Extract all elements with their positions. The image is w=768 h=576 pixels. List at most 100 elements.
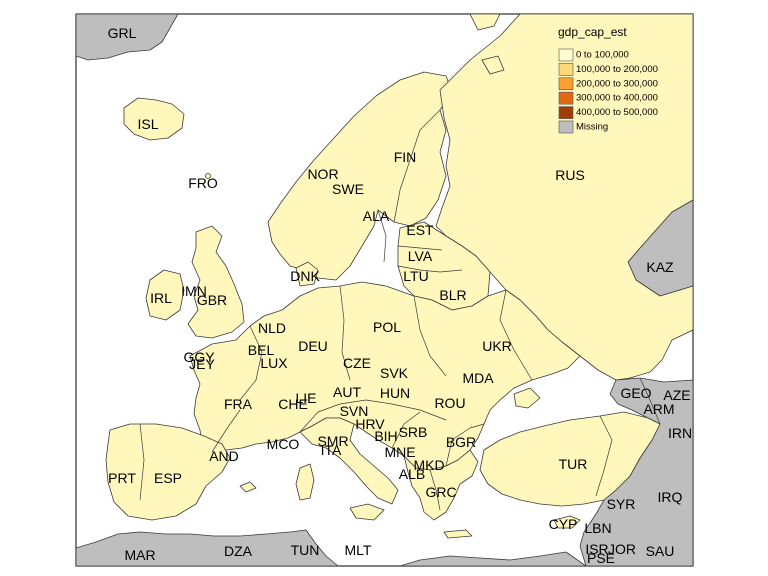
country-label-alb: ALB: [399, 466, 425, 482]
region-islands-n2: [481, 55, 505, 75]
country-label-deu: DEU: [298, 338, 328, 354]
region-rus: [435, 14, 693, 381]
country-label-svn: SVN: [340, 403, 369, 419]
country-label-irq: IRQ: [658, 489, 683, 505]
legend-swatch-0: [558, 48, 574, 62]
country-label-geo: GEO: [620, 385, 651, 401]
legend-label-5: Missing: [576, 122, 608, 133]
country-label-mco: MCO: [267, 436, 300, 452]
country-label-nld: NLD: [258, 320, 286, 336]
legend-label-0: 0 to 100,000: [576, 50, 629, 61]
legend-swatch-5: [558, 120, 574, 134]
country-label-srb: SRB: [399, 424, 428, 440]
country-label-bih: BIH: [374, 428, 397, 444]
region-irl: [145, 269, 185, 321]
legend-label-4: 400,000 to 500,000: [576, 107, 658, 118]
country-label-lva: LVA: [408, 248, 433, 264]
country-label-che: CHE: [278, 396, 308, 412]
country-label-cyp: CYP: [549, 516, 578, 532]
country-label-mlt: MLT: [345, 542, 372, 558]
region-gbr: [187, 225, 245, 339]
country-label-mar: MAR: [124, 547, 155, 563]
country-label-jey: JEY: [189, 356, 215, 372]
country-label-syr: SYR: [607, 496, 636, 512]
country-label-pol: POL: [373, 319, 401, 335]
country-label-arm: ARM: [643, 401, 674, 417]
country-label-rou: ROU: [434, 395, 465, 411]
region-sardinia: [295, 463, 315, 501]
legend: gdp_cap_est 0 to 100,000 100,000 to 200,0…: [558, 25, 658, 134]
country-label-ukr: UKR: [482, 338, 512, 354]
country-label-pse: PSE: [587, 550, 615, 566]
country-label-tun: TUN: [291, 542, 320, 558]
legend-title: gdp_cap_est: [558, 25, 627, 39]
country-label-cze: CZE: [343, 355, 371, 371]
country-label-swe: SWE: [332, 181, 364, 197]
country-label-mne: MNE: [384, 444, 415, 460]
country-label-blr: BLR: [439, 287, 466, 303]
country-label-prt: PRT: [108, 470, 136, 486]
country-label-lie: LIE: [295, 390, 316, 406]
region-africa: [76, 529, 339, 566]
region-sicily: [349, 503, 385, 521]
country-label-fra: FRA: [224, 396, 253, 412]
country-label-irl: IRL: [150, 290, 172, 306]
country-label-gbr: GBR: [197, 292, 227, 308]
legend-swatch-1: [558, 63, 574, 76]
region-cyp: [553, 515, 581, 529]
country-label-fro: FRO: [188, 175, 218, 191]
country-label-est: EST: [406, 222, 434, 238]
region-balearics: [239, 481, 257, 493]
country-label-grl: GRL: [108, 25, 137, 41]
region-grl: [76, 14, 179, 61]
country-label-tur: TUR: [559, 456, 588, 472]
country-label-isl: ISL: [137, 116, 158, 132]
region-crimea: [513, 387, 541, 409]
country-label-grc: GRC: [425, 484, 456, 500]
country-label-smr: SMR: [317, 433, 348, 449]
region-isl: [123, 97, 185, 141]
region-tur: [479, 411, 661, 507]
country-label-aze: AZE: [663, 387, 690, 403]
country-label-lbn: LBN: [584, 520, 611, 536]
country-label-bel: BEL: [248, 342, 275, 358]
region-dnk: [295, 261, 319, 287]
country-label-fin: FIN: [394, 149, 417, 165]
legend-swatch-2: [558, 77, 574, 91]
missing-regions: [76, 14, 693, 566]
legend-label-2: 200,000 to 300,000: [576, 78, 658, 89]
legend-label-1: 100,000 to 200,000: [576, 64, 658, 75]
region-ita: [299, 417, 399, 505]
country-label-esp: ESP: [154, 470, 182, 486]
country-label-ita: ITA: [321, 442, 342, 458]
country-label-svk: SVK: [380, 365, 409, 381]
region-iberia: [105, 423, 231, 521]
country-label-irn: IRN: [668, 425, 692, 441]
country-label-dza: DZA: [224, 543, 253, 559]
country-label-imn: IMN: [181, 283, 207, 299]
country-label-mkd: MKD: [413, 457, 444, 473]
region-libya-egypt: [399, 551, 587, 566]
region-crete: [443, 529, 473, 539]
region-balkans: [403, 449, 479, 521]
country-label-lux: LUX: [260, 355, 288, 371]
country-label-hun: HUN: [380, 385, 410, 401]
region-islands-n: [469, 14, 501, 31]
region-fro: [205, 173, 211, 179]
country-label-ggy: GGY: [183, 349, 215, 365]
legend-swatch-4: [558, 106, 574, 119]
legend-label-3: 300,000 to 400,000: [576, 93, 658, 104]
country-label-dnk: DNK: [290, 268, 320, 284]
country-label-ala: ALA: [363, 208, 390, 224]
legend-swatch-3: [558, 91, 574, 105]
country-label-jor: JOR: [608, 541, 636, 557]
country-label-and: AND: [209, 448, 239, 464]
country-label-mda: MDA: [462, 370, 494, 386]
country-label-hrv: HRV: [355, 416, 385, 432]
country-label-aut: AUT: [333, 384, 361, 400]
internal-borders: [139, 109, 661, 511]
country-label-bgr: BGR: [446, 434, 476, 450]
country-label-ltu: LTU: [403, 268, 428, 284]
